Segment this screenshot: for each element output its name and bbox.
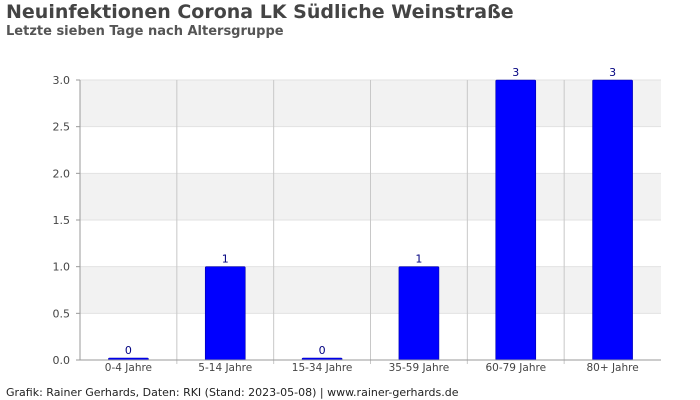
y-tick-label: 2.0 — [53, 167, 71, 180]
data-labels: 0 1 0 1 3 3 — [125, 66, 616, 357]
x-tick-label: 35-59 Jahre — [389, 362, 450, 374]
data-label: 0 — [125, 344, 132, 357]
bar-35-59-jahre — [398, 266, 440, 361]
data-label: 1 — [415, 253, 422, 266]
bar-80-jahre — [592, 79, 633, 361]
chart-footer-credit: Grafik: Rainer Gerhards, Daten: RKI (Sta… — [6, 386, 459, 399]
y-tick-label: 2.5 — [53, 121, 71, 134]
y-tick-label: 0.5 — [53, 307, 71, 320]
x-tick-label: 5-14 Jahre — [198, 362, 252, 374]
y-tick-label: 1.5 — [53, 214, 71, 227]
x-tick-label: 80+ Jahre — [586, 362, 638, 374]
bar-series — [108, 79, 633, 361]
x-tick-label: 15-34 Jahre — [292, 362, 353, 374]
chart-title: Neuinfektionen Corona LK Südliche Weinst… — [6, 1, 514, 23]
data-label: 0 — [319, 344, 326, 357]
y-tick-label: 0.0 — [53, 354, 71, 367]
x-tick-label: 0-4 Jahre — [105, 362, 152, 374]
chart-subtitle: Letzte sieben Tage nach Altersgruppe — [6, 24, 284, 39]
bar-5-14-jahre — [204, 266, 246, 361]
vertical-gridlines — [176, 80, 565, 364]
x-tick-label: 60-79 Jahre — [485, 362, 546, 374]
data-label: 3 — [512, 66, 519, 79]
y-tick-label: 1.0 — [53, 261, 71, 274]
y-axis-ticks: 0.0 0.5 1.0 1.5 2.0 2.5 3.0 — [53, 74, 80, 367]
data-label: 1 — [222, 253, 229, 266]
bar-60-79-jahre — [495, 79, 537, 361]
y-tick-label: 3.0 — [53, 74, 71, 87]
x-axis-ticks: 0-4 Jahre 5-14 Jahre 15-34 Jahre 35-59 Jahr… — [105, 362, 639, 374]
data-label: 3 — [609, 66, 616, 79]
